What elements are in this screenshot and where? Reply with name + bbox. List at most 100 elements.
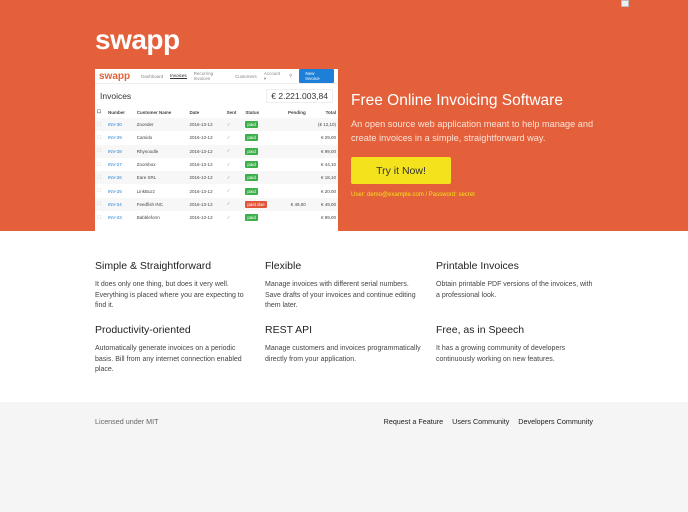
sent-check-icon: ✓: [226, 134, 231, 140]
feature-title: Printable Invoices: [436, 260, 519, 272]
feature-title: Flexible: [265, 260, 302, 272]
feature-card: Free, as in Speech It has a growing commu…: [436, 324, 596, 365]
column-header: Total: [325, 109, 336, 115]
customer-name: Zoombox: [136, 162, 156, 168]
column-header: Number: [108, 109, 126, 115]
column-header: Pending: [288, 109, 306, 115]
hero-lead: An open source web application meant to …: [351, 119, 594, 143]
column-header: Customer Name: [136, 109, 172, 115]
demo-credentials: User: demo@example.com / Password: secre…: [351, 192, 475, 198]
total-amount: (€ 12,10): [307, 118, 338, 132]
status-badge: paid: [245, 174, 258, 182]
feature-text: It has a growing community of developers…: [436, 345, 566, 363]
invoice-number: INV-25: [108, 188, 122, 194]
feature-text: It does only one thing, but does it very…: [95, 281, 244, 309]
feature-title: REST API: [265, 324, 313, 336]
invoice-date: 2016-13-12: [189, 215, 213, 221]
total-amount: € 20,00: [320, 188, 336, 194]
feature-title: Productivity-oriented: [95, 324, 191, 336]
feature-card: Printable Invoices Obtain printable PDF v…: [436, 260, 596, 301]
row-checkbox: ☐: [97, 214, 102, 220]
developers-community-link[interactable]: Developers Community: [518, 417, 593, 426]
screenshot-logo: swapp: [99, 70, 131, 82]
pending-amount: [278, 211, 308, 224]
new-invoice-button: New Invoice: [299, 69, 334, 83]
invoice-number: INV-28: [106, 144, 135, 158]
sent-check-icon: ✓: [224, 118, 244, 132]
hero-title: Free Online Invoicing Software: [351, 92, 563, 109]
footer-links: Request a Feature Users Community Develo…: [384, 417, 593, 426]
customer-name: Zoonder: [134, 118, 188, 132]
table-row: ☐ INV-24 Feedfish INC 2016-13-12 ✓ past …: [95, 197, 338, 212]
license-text: Licensed under MIT: [95, 417, 159, 426]
pending-amount: [278, 131, 308, 144]
invoice-number: INV-26: [106, 171, 135, 185]
table-row: ☐ INV-27 Zoombox 2016-13-12 ✓ paid € 44,…: [95, 158, 338, 171]
customer-name: Eare SRL: [134, 171, 188, 185]
total-amount: € 18,10: [307, 171, 338, 185]
row-checkbox: ☐: [97, 188, 102, 194]
broken-image-icon: [621, 0, 629, 7]
invoice-number: INV-29: [108, 135, 122, 141]
row-checkbox: ☐: [97, 134, 102, 140]
invoice-date: 2016-13-12: [189, 188, 213, 194]
customer-name: Feedfish INC: [134, 197, 188, 212]
feature-text: Automatically generate invoices on a per…: [95, 345, 242, 373]
status-badge: paid: [245, 134, 258, 142]
nav-customers: Customers: [235, 73, 257, 79]
customer-name: Babbleform: [136, 215, 160, 221]
status-badge: past due: [245, 200, 267, 208]
sent-check-icon: ✓: [224, 144, 244, 158]
column-header: Date: [189, 109, 200, 115]
invoice-number: INV-23: [108, 215, 122, 221]
request-feature-link[interactable]: Request a Feature: [383, 417, 444, 426]
users-community-link[interactable]: Users Community: [452, 417, 510, 426]
nav-recurring: Recurring Invoices: [193, 71, 214, 81]
sent-check-icon: ✓: [226, 161, 231, 167]
total-amount: € 99,00: [307, 144, 338, 158]
screenshot-title: Invoices: [100, 91, 132, 101]
customer-name: Camido: [136, 135, 153, 141]
customer-name: Rhynoodle: [134, 144, 188, 158]
row-checkbox: ☐: [95, 197, 107, 212]
search-icon: ⚲: [289, 73, 293, 78]
customer-name: LinkBuzz: [136, 188, 156, 194]
invoice-number: INV-27: [108, 162, 122, 168]
pending-amount: [278, 158, 308, 171]
total-amount: € 44,10: [320, 162, 336, 168]
try-it-now-button[interactable]: Try it Now!: [351, 157, 451, 184]
feature-card: REST API Manage customers and invoices pr…: [265, 324, 425, 365]
table-row: ☐ INV-28 Rhynoodle 2016-13-12 ✓ paid € 9…: [95, 144, 338, 158]
status-badge: paid: [245, 161, 258, 169]
invoice-date: 2016-13-12: [189, 162, 213, 168]
feature-text: Manage invoices with different serial nu…: [265, 281, 416, 309]
screenshot-nav: swapp Dashboard Invoices Recurring Invoi…: [95, 69, 338, 84]
feature-card: Flexible Manage invoices with different s…: [265, 260, 425, 312]
row-checkbox: ☐: [97, 161, 102, 167]
sent-check-icon: ✓: [224, 171, 244, 185]
table-row: ☐ INV-25 LinkBuzz 2016-13-12 ✓ paid € 20…: [95, 184, 338, 197]
pending-amount: [278, 171, 308, 185]
table-row: ☐ INV-29 Camido 2016-13-12 ✓ paid € 29,0…: [95, 131, 338, 144]
total-amount: € 99,00: [320, 215, 336, 221]
sent-check-icon: ✓: [226, 214, 231, 220]
status-badge: paid: [245, 121, 258, 129]
row-checkbox: ☐: [95, 171, 107, 185]
feature-text: Obtain printable PDF versions of the inv…: [436, 281, 593, 299]
sent-check-icon: ✓: [226, 188, 231, 194]
feature-card: Productivity-oriented Automatically gener…: [95, 324, 255, 376]
invoice-date: 2016-13-12: [187, 171, 225, 185]
table-row: ☐ INV-23 Babbleform 2016-13-12 ✓ paid € …: [95, 211, 338, 224]
app-screenshot: swapp Dashboard Invoices Recurring Invoi…: [95, 69, 338, 231]
invoice-number: INV-24: [106, 197, 135, 212]
column-header: Status: [245, 109, 260, 115]
logo[interactable]: swapp: [95, 24, 180, 55]
feature-title: Free, as in Speech: [436, 324, 525, 336]
nav-dashboard: Dashboard: [141, 73, 164, 79]
invoice-date: 2016-13-12: [187, 118, 225, 132]
total-amount: € 49,00: [307, 197, 338, 212]
pending-amount: [278, 144, 308, 158]
screenshot-total: € 2.221.003,84: [266, 89, 333, 103]
select-all-checkbox: ☐: [97, 109, 102, 114]
row-checkbox: ☐: [95, 144, 107, 158]
